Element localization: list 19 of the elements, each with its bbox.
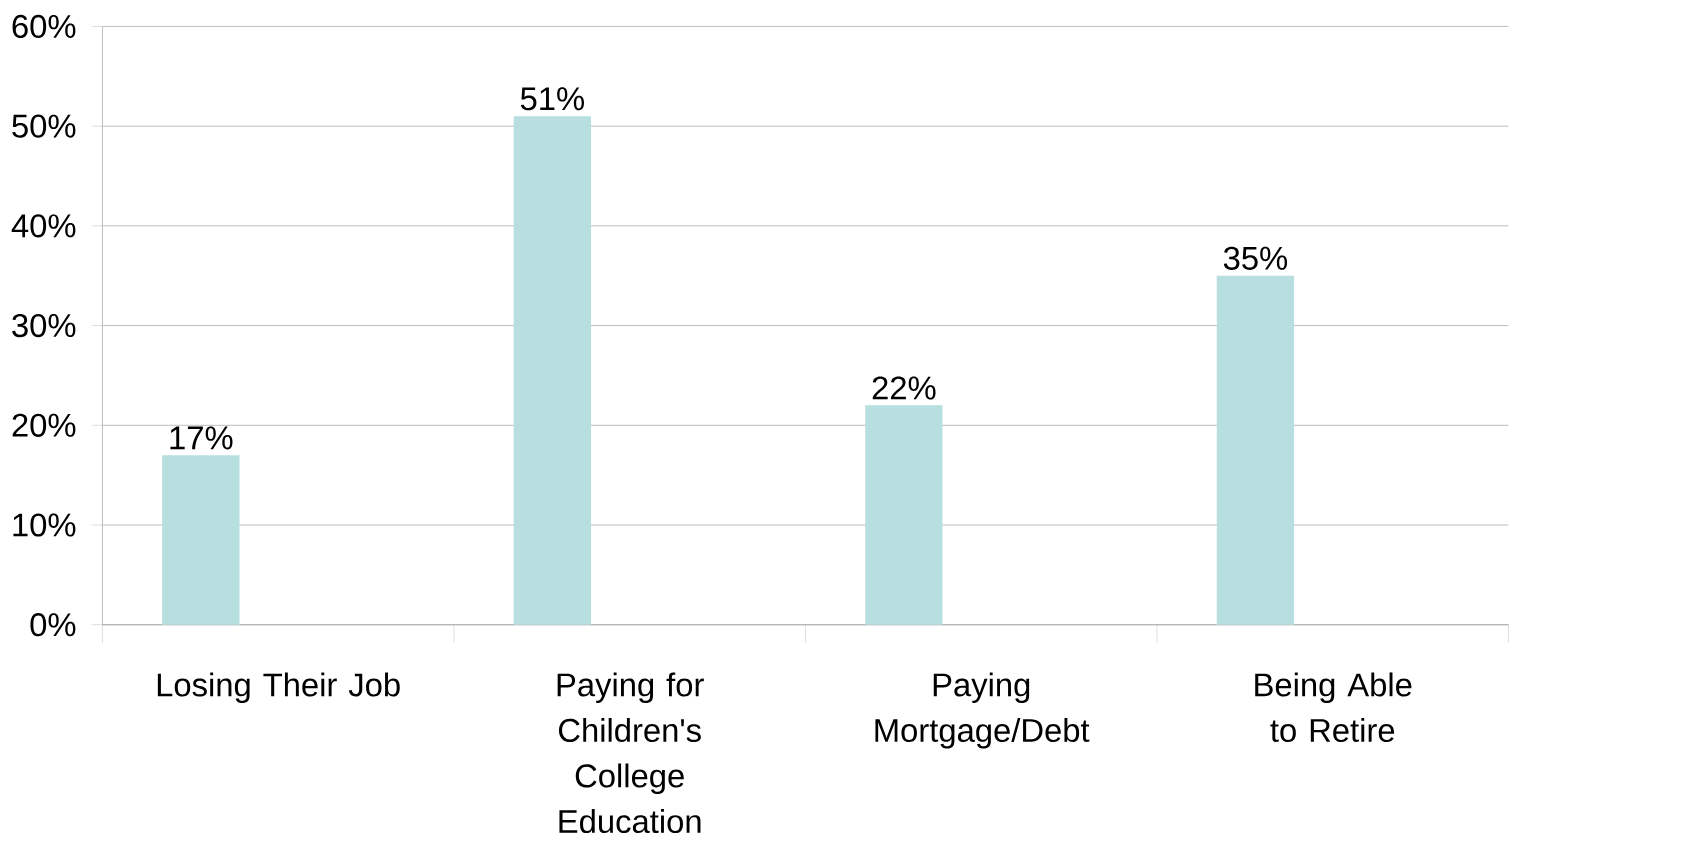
- data-label: 35%: [1223, 246, 1288, 270]
- x-tick-label: Paying for Children's College Education: [557, 672, 704, 834]
- data-label: 22%: [872, 376, 936, 400]
- x-tick-label: Losing Their Job: [157, 672, 400, 703]
- y-tick-label: 50%: [12, 114, 76, 138]
- bar: [865, 405, 943, 625]
- x-tick-label: Paying Mortgage/Debt: [875, 672, 1090, 749]
- bar: [162, 455, 240, 625]
- y-tick-label: 0%: [30, 613, 76, 637]
- bar: [513, 116, 592, 625]
- bar: [1216, 275, 1295, 625]
- data-label: 17%: [170, 426, 233, 450]
- y-tick-label: 30%: [12, 313, 76, 338]
- x-tick-label: Being Able to Retire: [1255, 672, 1412, 743]
- y-tick-label: 40%: [11, 214, 76, 238]
- data-label: 51%: [520, 87, 584, 111]
- y-tick-label: 60%: [12, 14, 76, 39]
- y-tick-label: 20%: [12, 413, 76, 437]
- y-tick-label: 10%: [13, 513, 76, 537]
